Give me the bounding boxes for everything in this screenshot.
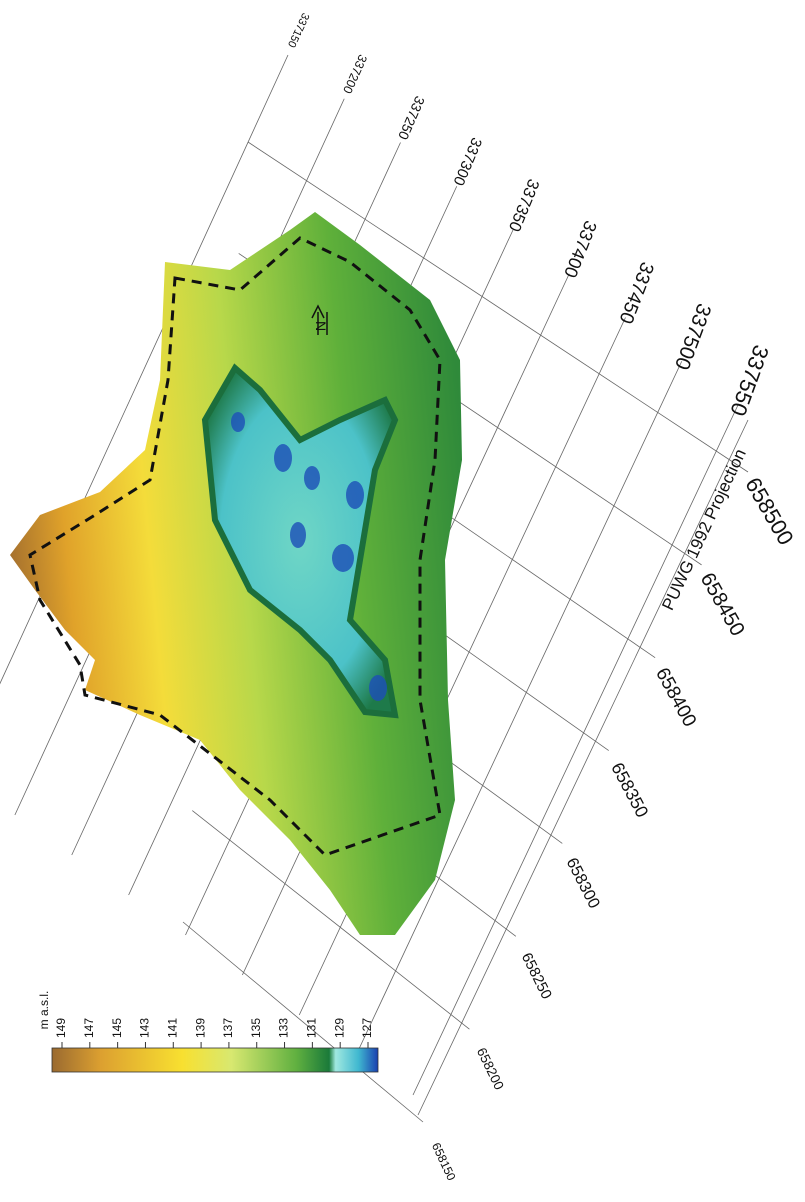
legend-colorbar [51, 1047, 379, 1073]
grid-line [355, 361, 683, 1056]
top-axis-label: 337400 [560, 218, 601, 281]
right-axis-label: 658300 [563, 855, 604, 912]
legend-tick-label: 139 [193, 1018, 207, 1038]
right-axis-label: 658500 [740, 473, 798, 549]
grid-line [192, 810, 470, 1030]
lake-depressions [231, 412, 387, 701]
legend-tick-label: 141 [165, 1018, 179, 1038]
right-axis-label: 658150 [429, 1141, 459, 1184]
terrain-surface [10, 212, 462, 935]
right-axis-label: 658450 [696, 569, 750, 640]
legend-tick-label: 137 [221, 1018, 235, 1038]
top-axis-label: 337300 [449, 135, 484, 188]
top-axis-label: 337350 [505, 176, 543, 234]
grid-line [182, 921, 424, 1123]
legend-tick-label: 131 [305, 1018, 319, 1038]
grid-line [412, 404, 739, 1096]
top-axis-label: 337550 [725, 342, 774, 420]
legend-tick-label: 145 [110, 1018, 124, 1038]
legend-tick-label: 147 [82, 1018, 96, 1038]
right-axis-label: 658350 [607, 759, 652, 821]
frame-line [417, 419, 749, 1116]
north-label: N [313, 321, 329, 331]
top-axis-label: 337250 [395, 94, 427, 142]
grid-line [247, 141, 749, 473]
legend-tick-label: 149 [54, 1018, 68, 1038]
legend-tick-label: 135 [249, 1018, 263, 1038]
grid-line [0, 54, 289, 685]
top-axis-label: 337150 [285, 11, 311, 49]
legend-tick-label: 133 [277, 1018, 291, 1038]
top-axis-label: 337500 [670, 300, 716, 372]
boundary [28, 236, 442, 857]
right-axis-label: 658400 [651, 664, 700, 730]
right-axis-label: 658200 [474, 1045, 507, 1092]
legend-tick-label: 143 [138, 1018, 152, 1038]
right-axis-label: 658250 [518, 951, 554, 1002]
legend-title: m a.s.l. [37, 991, 51, 1030]
top-axis-label: 337200 [340, 52, 370, 95]
legend-tick-label: 129 [332, 1018, 346, 1038]
top-axis-label: 337450 [614, 259, 657, 326]
north-arrow [311, 304, 328, 335]
legend-tick-label: 127 [360, 1018, 374, 1038]
